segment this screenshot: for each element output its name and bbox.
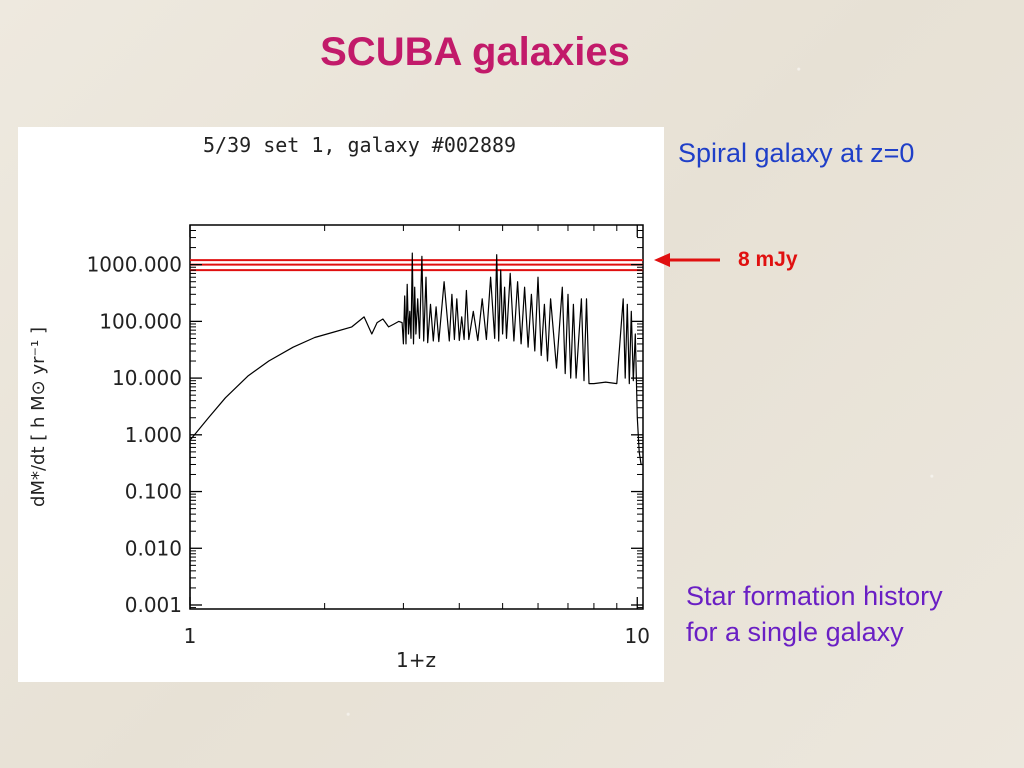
data-layer (189, 252, 643, 605)
sfh-series-line (189, 252, 643, 605)
slide-title: SCUBA galaxies (320, 30, 630, 74)
caption-star-formation: Star formation history for a single gala… (686, 578, 943, 650)
y-tick-label: 1.000 (125, 423, 182, 447)
x-tick-label: 1 (184, 624, 197, 648)
y-tick-label: 0.001 (125, 593, 182, 617)
caption-line-2: for a single galaxy (686, 617, 904, 647)
sfh-chart: 5/39 set 1, galaxy #002889 1000.000100.0… (28, 133, 650, 672)
caption-line-1: Star formation history (686, 581, 943, 611)
x-tick-label: 10 (625, 624, 650, 648)
arrow-left-icon (654, 249, 724, 276)
plot-frame (189, 224, 644, 610)
y-tick-label: 0.100 (125, 480, 182, 504)
x-axis-ticks: 1 10 (184, 225, 650, 648)
y-tick-label: 100.000 (99, 309, 182, 333)
caption-spiral-galaxy: Spiral galaxy at z=0 (678, 138, 915, 168)
y-tick-label: 0.010 (125, 536, 182, 560)
y-tick-label: 10.000 (112, 366, 182, 390)
chart-title: 5/39 set 1, galaxy #002889 (203, 133, 516, 157)
x-axis-label: 1+z (396, 648, 436, 672)
chart-panel: 5/39 set 1, galaxy #002889 1000.000 100.0… (18, 127, 664, 682)
threshold-lines (190, 259, 643, 272)
y-axis-ticks: 1000.000 100.000 10.000 1.000 0.100 0.010 0.00… (87, 229, 643, 617)
y-tick-label: 1000.000 (87, 253, 182, 277)
y-axis-label: dM*/dt [ h M⊙ yr⁻¹ ] (28, 327, 49, 507)
threshold-label: 8 mJy (738, 248, 798, 271)
